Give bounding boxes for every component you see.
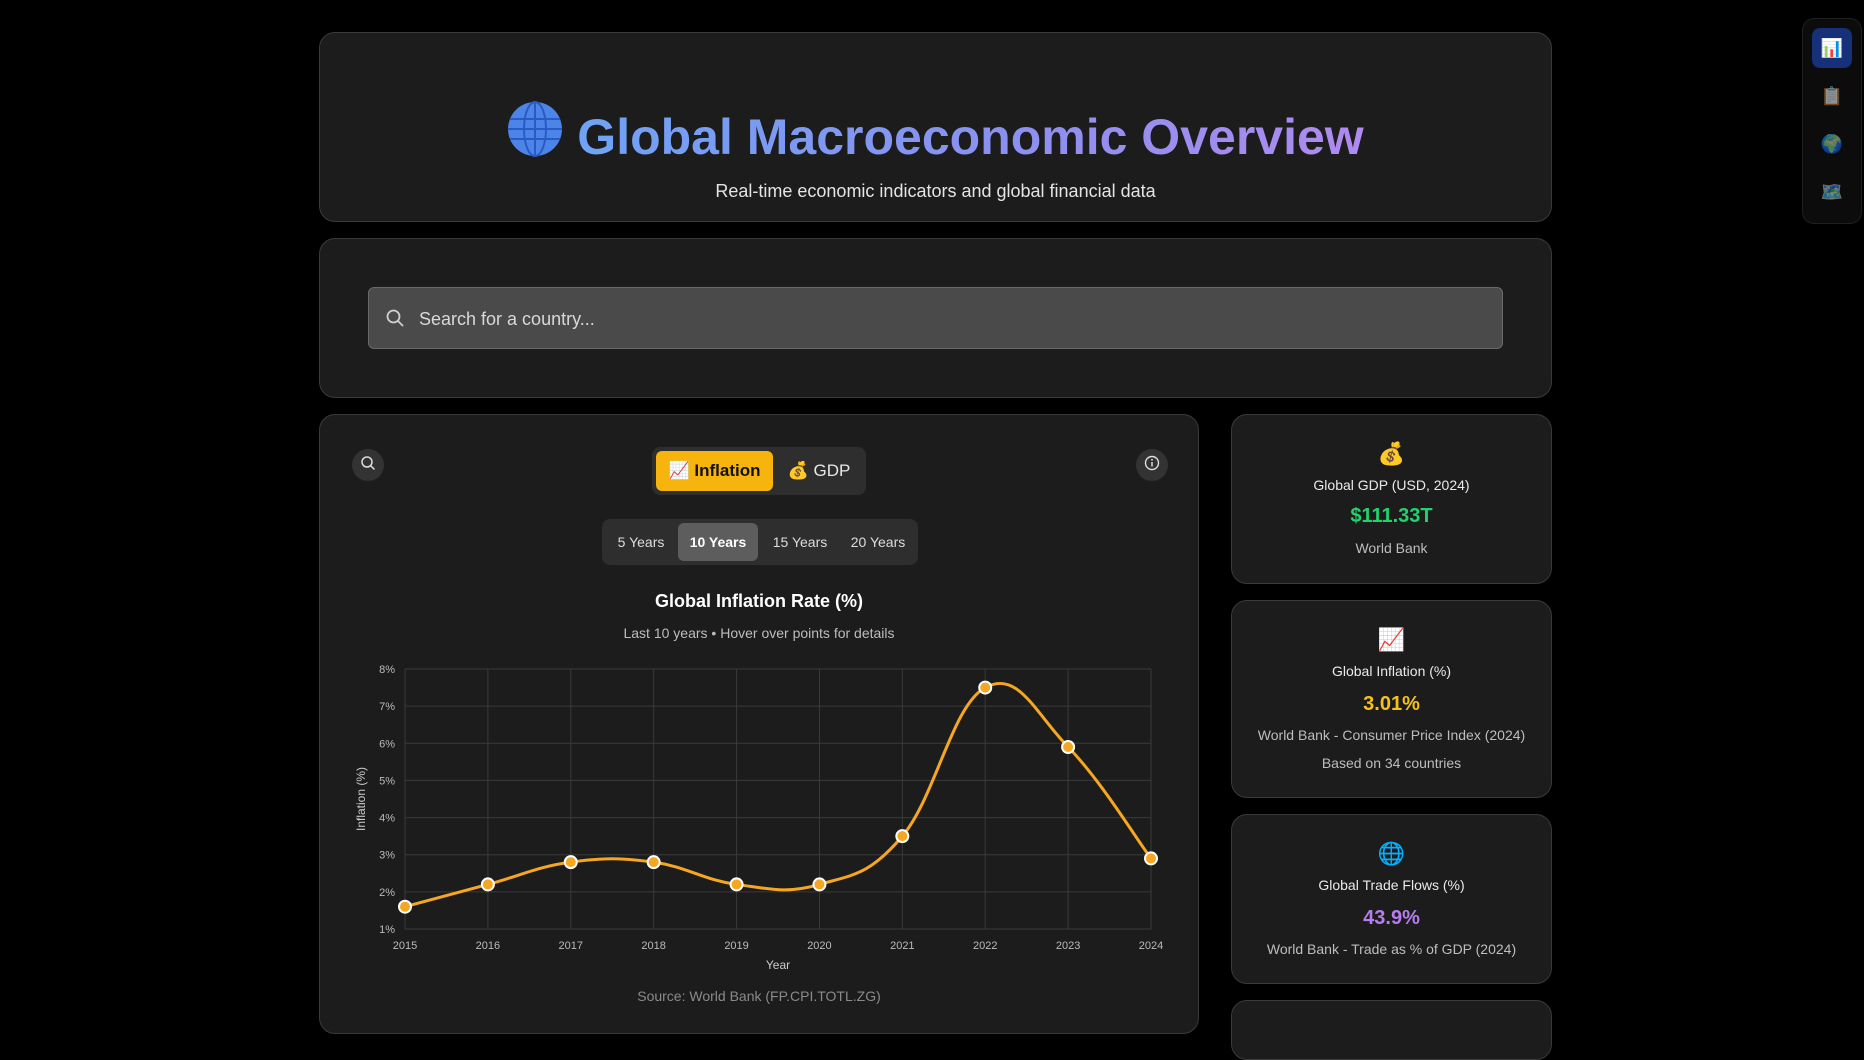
x-tick-label: 2019	[724, 940, 748, 952]
y-tick-label: 8%	[379, 664, 395, 676]
x-tick-label: 2021	[890, 940, 914, 952]
stat-card-partial	[1231, 1000, 1552, 1060]
search-panel	[319, 238, 1552, 398]
chart-subtitle: Last 10 years • Hover over points for de…	[623, 625, 895, 641]
x-tick-label: 2024	[1139, 940, 1163, 952]
stat-card-trade: 🌐 Global Trade Flows (%) 43.9% World Ban…	[1231, 814, 1552, 984]
x-tick-label: 2015	[393, 940, 417, 952]
nav-clipboard-button[interactable]: 📋	[1812, 76, 1852, 116]
y-tick-label: 5%	[379, 775, 395, 787]
y-tick-label: 1%	[379, 924, 395, 936]
range-15-years[interactable]: 15 Years	[772, 534, 828, 550]
stat-value: $111.33T	[1350, 505, 1433, 527]
info-icon	[1144, 455, 1160, 476]
data-point[interactable]	[480, 877, 495, 892]
data-point[interactable]	[398, 899, 412, 914]
series-line	[404, 681, 1153, 909]
range-10-years[interactable]: 10 Years	[678, 523, 758, 561]
stat-note-countries: Based on 34 countries	[1321, 755, 1462, 771]
y-tick-label: 2%	[379, 887, 395, 899]
data-point[interactable]	[646, 855, 661, 870]
map-icon: 🗺️	[1820, 181, 1844, 202]
x-tick-label: 2023	[1056, 940, 1080, 952]
y-tick-label: 7%	[379, 701, 395, 713]
x-tick-label: 2017	[559, 940, 583, 952]
tab-inflation-label: Inflation	[694, 461, 761, 480]
metric-toggle: 📈 Inflation 💰 GDP	[652, 447, 866, 495]
clipboard-icon: 📋	[1820, 85, 1844, 106]
x-tick-label: 2018	[641, 940, 665, 952]
bar-chart-icon: 📊	[1820, 37, 1844, 58]
chart-panel: 📈 Inflation 💰 GDP 5 Years 10 Years 15 Ye…	[319, 414, 1199, 1034]
zoom-button[interactable]	[352, 449, 384, 481]
data-point[interactable]	[563, 855, 578, 870]
y-tick-label: 3%	[379, 850, 395, 862]
nav-charts-button[interactable]: 📊	[1812, 28, 1852, 68]
page-title-text: Global Macroeconomic Overview	[577, 109, 1364, 165]
stat-label: Global GDP (USD, 2024)	[1313, 477, 1470, 493]
info-button[interactable]	[1136, 449, 1168, 481]
data-point[interactable]	[729, 877, 744, 892]
range-toggle: 5 Years 10 Years 15 Years 20 Years	[602, 519, 918, 565]
stat-note: World Bank	[1355, 540, 1428, 556]
data-point[interactable]	[978, 680, 993, 695]
tab-gdp-label: GDP	[813, 461, 851, 480]
data-point[interactable]	[1061, 740, 1076, 754]
stat-note: World Bank - Consumer Price Index (2024)	[1257, 727, 1526, 743]
y-tick-label: 4%	[379, 813, 395, 825]
chart-title: Global Inflation Rate (%)	[654, 591, 863, 611]
chart-up-icon: 📈	[1377, 627, 1406, 652]
x-tick-label: 2020	[807, 940, 831, 952]
page-title: Global Macroeconomic Overview	[320, 101, 1551, 177]
range-20-years[interactable]: 20 Years	[850, 534, 906, 550]
globe-icon	[507, 101, 563, 174]
magnifier-icon	[360, 455, 376, 476]
x-axis-label: Year	[766, 958, 790, 972]
header-panel: Global Macroeconomic Overview Real-time …	[319, 32, 1552, 222]
range-5-years[interactable]: 5 Years	[617, 534, 665, 550]
nav-globe-button[interactable]: 🌍	[1812, 124, 1852, 164]
x-tick-label: 2022	[973, 940, 997, 952]
page-subtitle: Real-time economic indicators and global…	[715, 181, 1156, 201]
money-bag-icon: 💰	[1377, 441, 1406, 466]
tab-inflation[interactable]: 📈 Inflation	[656, 451, 773, 491]
stat-value: 3.01%	[1363, 693, 1420, 715]
search-icon	[385, 308, 405, 333]
search-box[interactable]	[368, 287, 1503, 350]
tab-gdp[interactable]: 💰 GDP	[776, 451, 862, 491]
globe-icon: 🌐	[1377, 841, 1406, 866]
search-input[interactable]	[417, 288, 1481, 350]
y-tick-label: 6%	[379, 738, 395, 750]
globe-icon: 🌍	[1820, 133, 1844, 154]
data-point[interactable]	[895, 829, 910, 844]
stat-card-inflation: 📈 Global Inflation (%) 3.01% World Bank …	[1231, 600, 1552, 798]
stat-card-gdp: 💰 Global GDP (USD, 2024) $111.33T World …	[1231, 414, 1552, 584]
data-point[interactable]	[812, 877, 827, 892]
data-point[interactable]	[1144, 851, 1158, 866]
stat-value: 43.9%	[1363, 907, 1420, 929]
stat-label: Global Inflation (%)	[1331, 663, 1452, 679]
stat-note: World Bank - Trade as % of GDP (2024)	[1266, 941, 1517, 957]
stat-label: Global Trade Flows (%)	[1318, 877, 1465, 893]
side-nav: 📊 📋 🌍 🗺️	[1802, 18, 1862, 224]
chart-source: Source: World Bank (FP.CPI.TOTL.ZG)	[637, 988, 881, 1004]
chart-up-icon: 📈	[668, 461, 690, 480]
money-bag-icon: 💰	[787, 461, 809, 480]
inflation-line-chart: 1% 2% 3% 4% 5% 6% 7% 8% 2015 2016 2017 2018 2019 2020…	[354, 664, 1163, 972]
nav-map-button[interactable]: 🗺️	[1812, 172, 1852, 212]
x-tick-label: 2016	[476, 940, 500, 952]
y-axis-label: Inflation (%)	[354, 767, 368, 831]
